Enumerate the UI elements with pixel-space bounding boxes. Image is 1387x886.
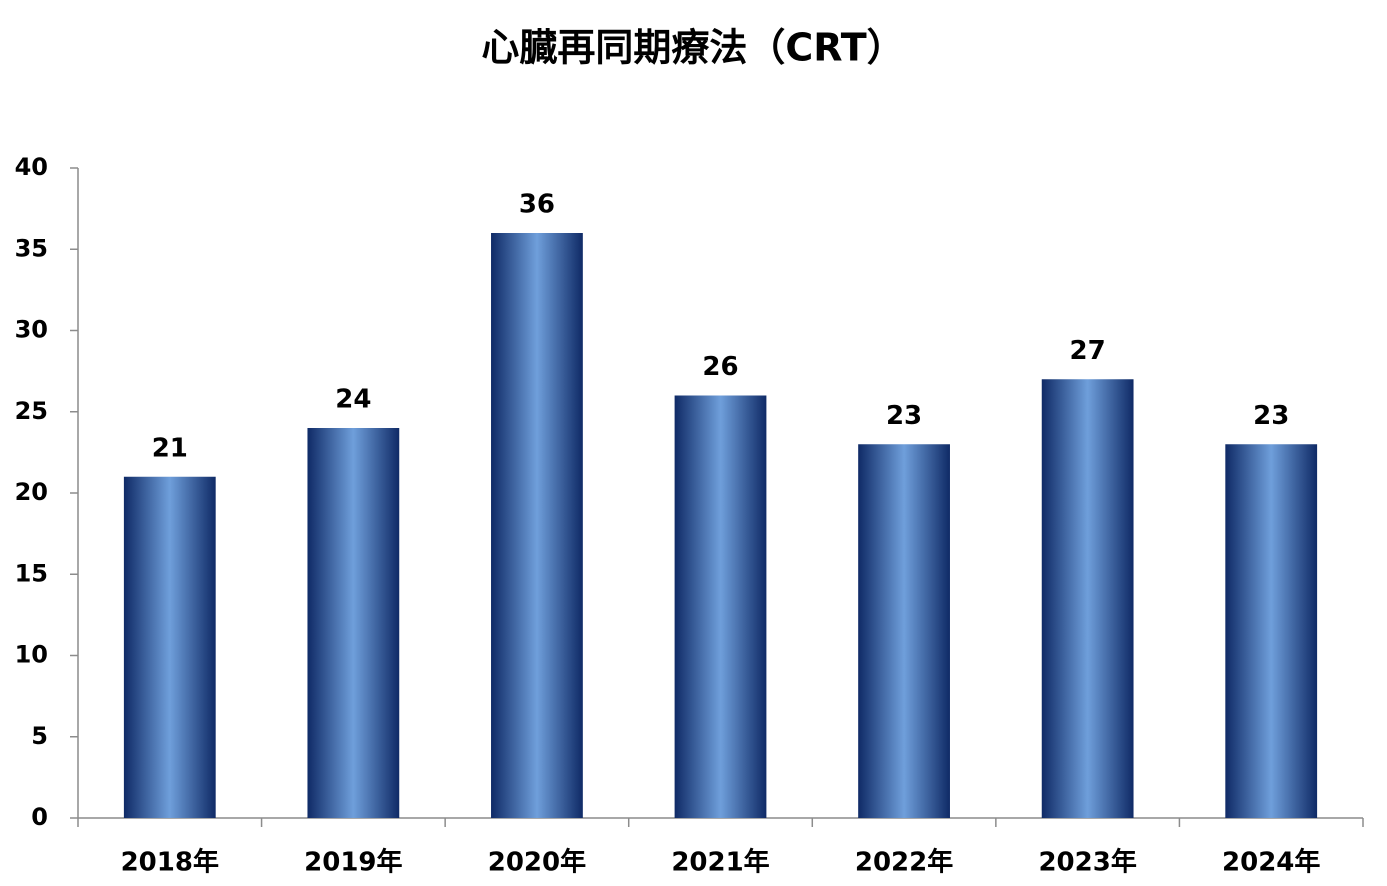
bar <box>307 428 400 818</box>
x-tick-label: 2018年 <box>121 847 219 878</box>
chart-title: 心臓再同期療法（CRT） <box>481 26 904 70</box>
data-label: 23 <box>1253 401 1289 431</box>
y-tick-label: 0 <box>31 803 48 831</box>
data-label: 27 <box>1070 336 1106 366</box>
bar <box>858 444 950 818</box>
y-tick-label: 30 <box>15 316 48 344</box>
data-label: 21 <box>152 433 188 463</box>
y-tick-label: 20 <box>15 478 48 506</box>
bar <box>123 476 216 818</box>
data-label: 26 <box>702 352 738 382</box>
y-tick-label: 15 <box>15 559 48 587</box>
data-label: 23 <box>886 401 922 431</box>
x-tick-label: 2021年 <box>671 847 769 878</box>
data-label: 36 <box>519 190 555 220</box>
bar <box>674 395 767 818</box>
x-tick-label: 2019年 <box>304 847 402 878</box>
x-tick-label: 2023年 <box>1038 847 1136 878</box>
y-tick-label: 25 <box>15 397 48 425</box>
y-tick-label: 40 <box>15 153 48 181</box>
x-tick-label: 2022年 <box>855 847 953 878</box>
y-tick-label: 10 <box>15 641 48 669</box>
y-tick-label: 5 <box>31 722 48 750</box>
x-tick-label: 2020年 <box>488 847 586 878</box>
x-tick-label: 2024年 <box>1222 847 1320 878</box>
data-label: 24 <box>335 385 371 415</box>
bar <box>1041 379 1134 818</box>
y-tick-label: 35 <box>15 234 48 262</box>
bar <box>491 233 583 818</box>
bar <box>1225 444 1318 818</box>
